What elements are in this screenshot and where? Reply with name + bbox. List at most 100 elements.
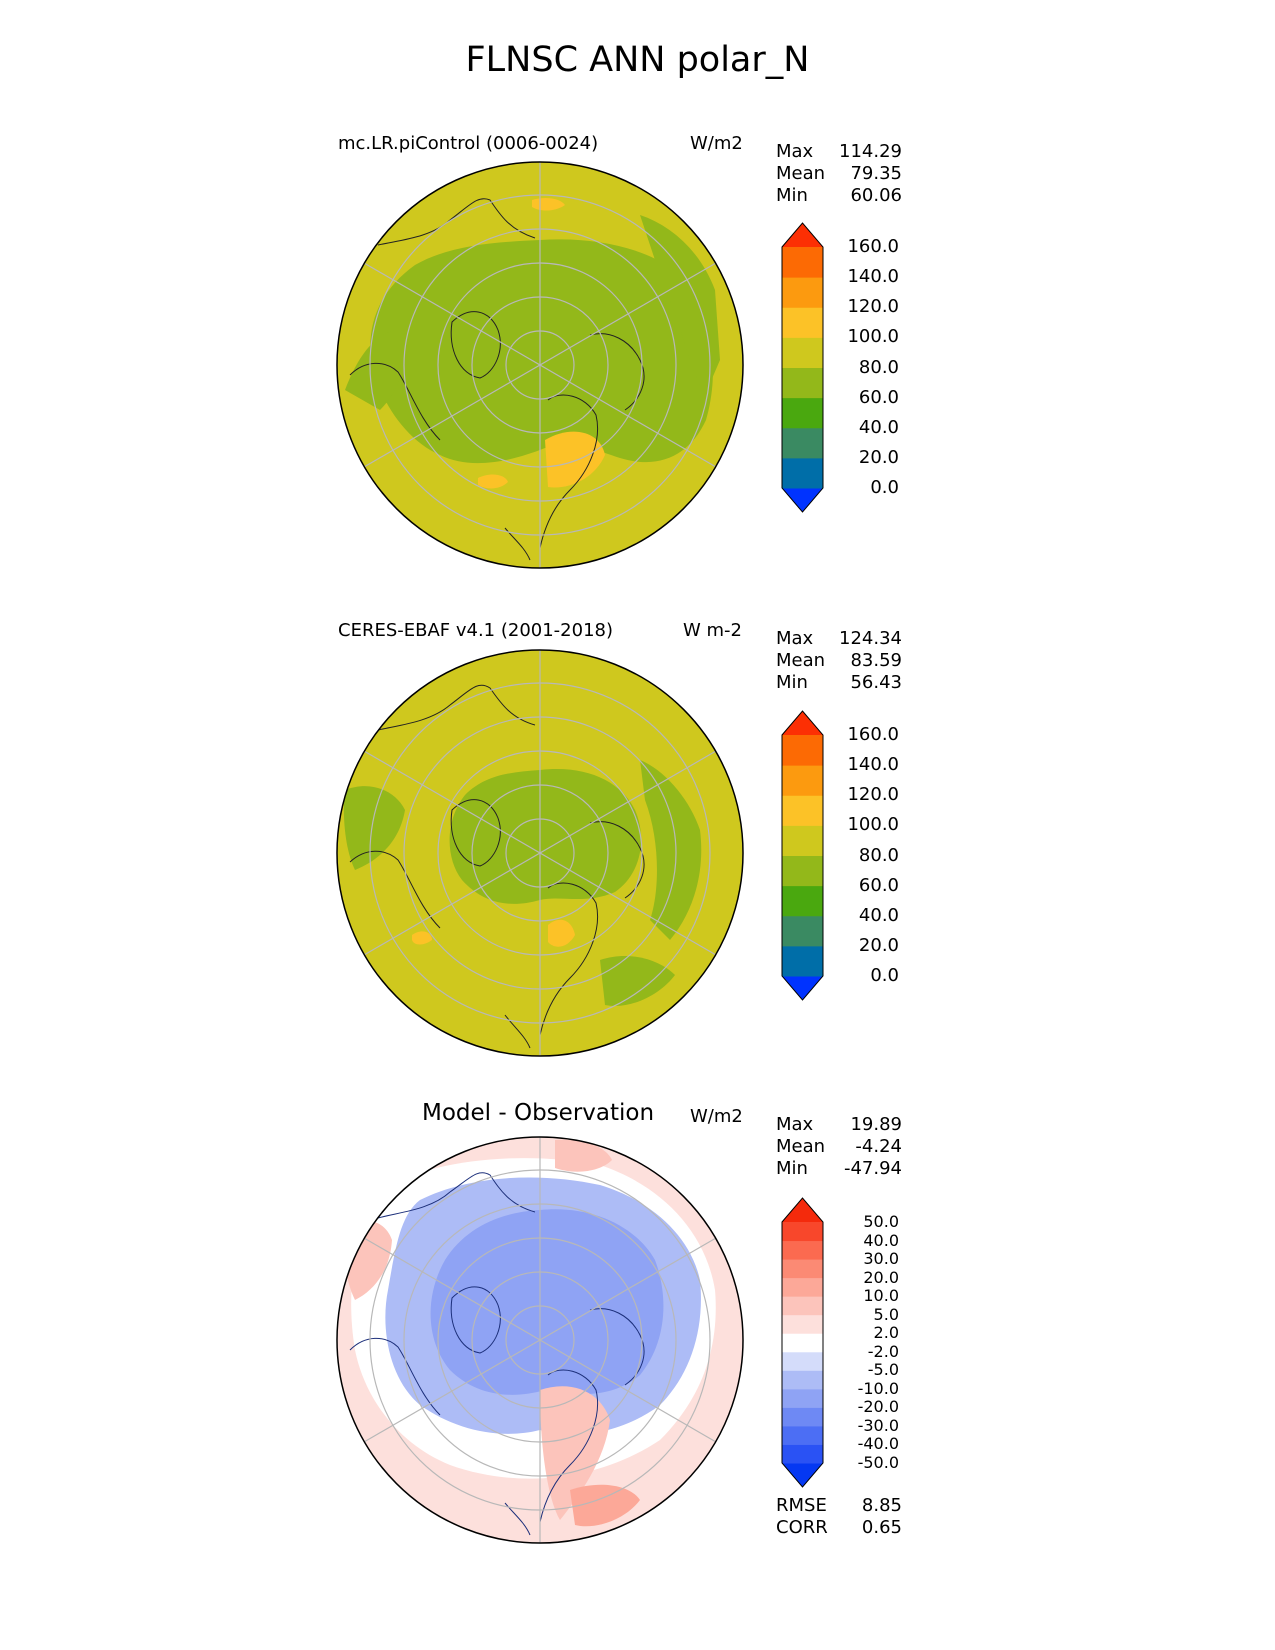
colorbar-tick-label: 0.0 bbox=[870, 477, 899, 498]
map3-blue-cap bbox=[430, 1209, 664, 1395]
colorbar-tick-label: -2.0 bbox=[867, 1341, 899, 1361]
stat-max-label: Max bbox=[776, 1114, 814, 1135]
colorbar-tick-label: 80.0 bbox=[858, 356, 899, 378]
colorbar-tick-label: -10.0 bbox=[857, 1378, 899, 1398]
stat-corr-label: CORR bbox=[776, 1517, 828, 1538]
stat-mean-value: -4.24 bbox=[855, 1136, 902, 1157]
map2-graticule bbox=[363, 650, 717, 1056]
colorbar-outline bbox=[781, 1197, 824, 1488]
colorbar-bin bbox=[782, 765, 823, 796]
map2-orange-small bbox=[412, 931, 432, 945]
map1-orange-small bbox=[478, 474, 508, 489]
map1-border bbox=[336, 161, 744, 569]
stat-min-value: 60.06 bbox=[850, 185, 902, 206]
colorbar-bin bbox=[782, 307, 823, 338]
colorbar-bin bbox=[782, 367, 823, 399]
panel3-metrics: RMSE 8.85 CORR 0.65 bbox=[776, 1495, 902, 1539]
stat-min-value: 56.43 bbox=[850, 672, 902, 693]
colorbar-tick-label: 40.0 bbox=[858, 904, 899, 926]
colorbar-tick-label: 160.0 bbox=[847, 724, 899, 745]
colorbar-bin bbox=[782, 1407, 823, 1427]
colorbar-bin bbox=[782, 1314, 823, 1334]
map2-polar-cap bbox=[449, 769, 642, 904]
colorbar3 bbox=[781, 1197, 824, 1488]
colorbar-tick-label: 60.0 bbox=[858, 874, 899, 896]
colorbar-tick-label: 0.0 bbox=[870, 965, 899, 986]
colorbar-extend-min bbox=[782, 976, 823, 1000]
stat-max-label: Max bbox=[776, 141, 814, 162]
colorbar-bin bbox=[782, 1240, 823, 1260]
colorbar-outline bbox=[781, 710, 824, 1001]
colorbar-bin bbox=[782, 1351, 823, 1371]
stat-max-value: 114.29 bbox=[839, 141, 902, 162]
stat-min-label: Min bbox=[776, 672, 808, 693]
colorbar-extend-max bbox=[782, 711, 823, 735]
colorbar-bin bbox=[782, 1388, 823, 1408]
stat-mean-label: Mean bbox=[776, 650, 826, 671]
colorbar-tick-label: 10.0 bbox=[863, 1286, 899, 1306]
stat-max-label: Max bbox=[776, 628, 814, 649]
map3-pink-patch-south bbox=[540, 1386, 610, 1520]
colorbar-bin bbox=[782, 397, 823, 429]
colorbar-tick-label: 30.0 bbox=[863, 1249, 899, 1269]
colorbar-bin bbox=[782, 457, 823, 489]
colorbar-tick-label: 20.0 bbox=[858, 446, 899, 468]
stat-max-value: 124.34 bbox=[839, 628, 902, 649]
stat-mean-label: Mean bbox=[776, 163, 826, 184]
colorbar-bin bbox=[782, 945, 823, 977]
colorbar-bin bbox=[782, 1277, 823, 1297]
colorbar-bin bbox=[782, 1259, 823, 1279]
colorbar-tick-label: 20.0 bbox=[863, 1267, 899, 1287]
panel3-units: W/m2 bbox=[690, 1106, 743, 1127]
stat-mean-value: 79.35 bbox=[850, 163, 902, 184]
panel1-units: W/m2 bbox=[690, 133, 743, 154]
colorbar-tick-label: 2.0 bbox=[873, 1323, 899, 1343]
map3-coastlines bbox=[349, 1172, 645, 1536]
panel2-title: CERES-EBAF v4.1 (2001-2018) bbox=[338, 620, 614, 641]
map2-green-east bbox=[640, 760, 702, 940]
map1-graticule bbox=[363, 162, 717, 568]
map1-green-west bbox=[345, 330, 404, 410]
colorbar-tick-label: -5.0 bbox=[867, 1360, 899, 1380]
colorbar-bin bbox=[782, 247, 823, 278]
map3-pink-patch-bottom bbox=[570, 1484, 640, 1527]
panel3-title: Model - Observation bbox=[422, 1100, 655, 1126]
stat-min-label: Min bbox=[776, 1158, 808, 1179]
stat-mean-value: 83.59 bbox=[850, 650, 902, 671]
colorbar-bin bbox=[782, 915, 823, 947]
colorbar-bin bbox=[782, 1425, 823, 1445]
panel1-title: mc.LR.piControl (0006-0024) bbox=[338, 133, 599, 154]
colorbar-tick-label: 120.0 bbox=[847, 296, 899, 318]
colorbar-tick-label: 40.0 bbox=[863, 1230, 899, 1250]
colorbar-bin bbox=[782, 885, 823, 917]
panel1-stats: Max 114.29 Mean 79.35 Min 60.06 bbox=[776, 141, 902, 207]
map1-orange-patch bbox=[545, 431, 605, 488]
map3-pink-patch-top bbox=[555, 1139, 612, 1172]
colorbar-tick-label: -20.0 bbox=[857, 1397, 899, 1417]
colorbar-bin bbox=[782, 825, 823, 856]
stat-corr-value: 0.65 bbox=[861, 1517, 902, 1538]
colorbar1 bbox=[781, 222, 824, 513]
map2-green-west bbox=[343, 786, 405, 870]
stat-max-value: 19.89 bbox=[850, 1114, 902, 1135]
colorbar-tick-label: 140.0 bbox=[847, 754, 899, 776]
colorbar-tick-label: -40.0 bbox=[857, 1434, 899, 1454]
figure-title: FLNSC ANN polar_N bbox=[465, 40, 810, 80]
colorbar-outline bbox=[781, 222, 824, 513]
colorbar-tick-label: 100.0 bbox=[847, 326, 899, 348]
panel3-stats: Max 19.89 Mean -4.24 Min -47.94 bbox=[776, 1114, 902, 1180]
colorbar-extend-max bbox=[782, 223, 823, 247]
colorbar-tick-label: 120.0 bbox=[847, 784, 899, 806]
colorbar-tick-label: 50.0 bbox=[863, 1212, 899, 1231]
map2-orange-patch bbox=[548, 919, 575, 947]
colorbar-tick-label: 140.0 bbox=[847, 266, 899, 288]
map2-border bbox=[336, 649, 744, 1057]
colorbar-tick-label: -30.0 bbox=[857, 1415, 899, 1435]
colorbar-extend-min bbox=[782, 1463, 823, 1487]
colorbar-bin bbox=[782, 1296, 823, 1316]
colorbar-tick-label: 80.0 bbox=[858, 844, 899, 866]
colorbar-bin bbox=[782, 277, 823, 308]
colorbar-tick-label: -50.0 bbox=[857, 1453, 899, 1472]
map3-graticule bbox=[363, 1137, 717, 1543]
